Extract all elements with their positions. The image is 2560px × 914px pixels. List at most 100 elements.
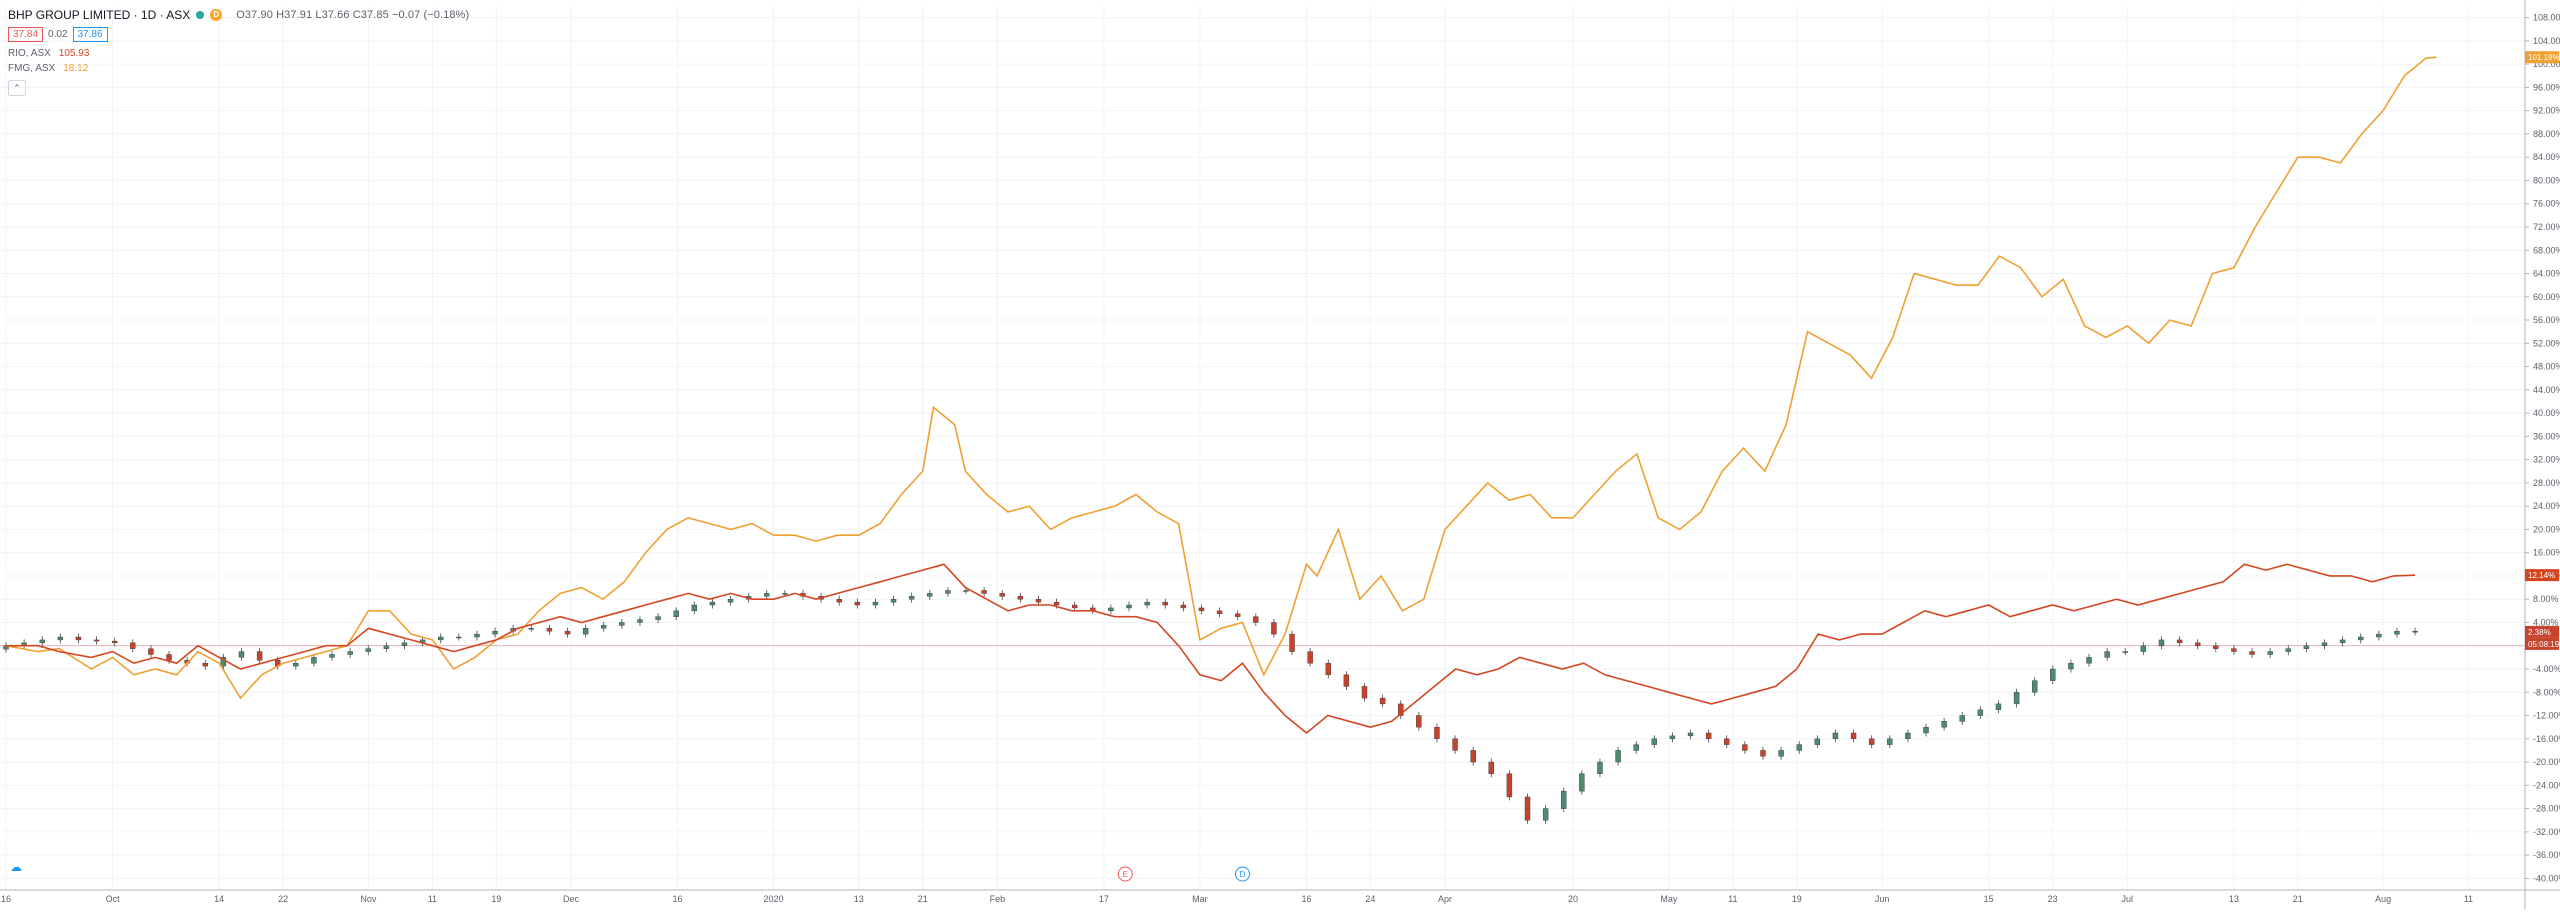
candle-body bbox=[311, 657, 317, 664]
candle-body bbox=[2412, 630, 2418, 633]
candle-body bbox=[148, 648, 154, 655]
candle-body bbox=[329, 654, 335, 658]
candle-body bbox=[564, 630, 571, 635]
legend-series-fmg[interactable]: FMG, ASX 18.12 bbox=[8, 63, 469, 74]
y-tick-label: -32.00% bbox=[2533, 827, 2560, 837]
y-tick-label: -4.00% bbox=[2533, 664, 2560, 674]
candle-body bbox=[456, 636, 462, 639]
candle-body bbox=[1633, 744, 1639, 751]
symbol-title[interactable]: BHP GROUP LIMITED · 1D · ASX bbox=[8, 8, 191, 22]
candle-body bbox=[637, 619, 643, 623]
candle-body bbox=[1053, 601, 1060, 606]
candle-body bbox=[1542, 808, 1549, 821]
y-tick-label: 80.00% bbox=[2533, 175, 2560, 185]
y-tick-label: 104.00% bbox=[2533, 36, 2560, 46]
candle-body bbox=[836, 599, 842, 603]
candle-body bbox=[727, 599, 734, 603]
candle-body bbox=[655, 616, 661, 620]
candle-body bbox=[1343, 674, 1350, 687]
candle-body bbox=[2249, 651, 2255, 655]
candle-body bbox=[1162, 601, 1168, 606]
candle-body bbox=[474, 633, 480, 638]
candle-body bbox=[981, 590, 987, 594]
candle-body bbox=[1977, 709, 1984, 716]
y-tick-label: 100.00% bbox=[2533, 59, 2560, 69]
chevron-up-icon[interactable]: ⌃ bbox=[8, 80, 26, 96]
candle-body bbox=[2104, 651, 2110, 658]
candle-body bbox=[1235, 613, 1241, 617]
tradingview-logo-icon[interactable]: ☁ bbox=[10, 860, 22, 874]
candle-body bbox=[1253, 616, 1259, 623]
ask-price[interactable]: 37.86 bbox=[72, 27, 108, 42]
candle-body bbox=[2358, 636, 2364, 641]
bid-price[interactable]: 37.84 bbox=[8, 27, 44, 42]
x-tick-label: Feb bbox=[990, 894, 1006, 904]
y-tick-label: 32.00% bbox=[2533, 455, 2560, 465]
x-tick-label: 11 bbox=[1728, 894, 1737, 904]
candle-body bbox=[1687, 732, 1694, 737]
candle-body bbox=[293, 662, 299, 667]
candle-body bbox=[1868, 738, 1875, 745]
candle-body bbox=[691, 604, 698, 612]
candle-body bbox=[1597, 761, 1603, 774]
candle-body bbox=[546, 628, 553, 632]
candle-body bbox=[1035, 599, 1042, 603]
candle-body bbox=[492, 630, 498, 635]
series-lines bbox=[5, 56, 2437, 735]
y-tick-label: 4.00% bbox=[2533, 617, 2559, 627]
y-tick-label: 40.00% bbox=[2533, 408, 2560, 418]
x-tick-label: 19 bbox=[1792, 894, 1802, 904]
candle-body bbox=[2140, 645, 2147, 652]
price-label: 2.38% bbox=[2528, 628, 2551, 637]
candle-body bbox=[1995, 703, 2002, 710]
x-tick-label: Dec bbox=[563, 894, 580, 904]
candle-body bbox=[1434, 726, 1440, 739]
candle-body bbox=[999, 593, 1005, 597]
candle-body bbox=[1488, 761, 1494, 774]
x-tick-label: Mar bbox=[1192, 894, 1208, 904]
x-tick-label: 21 bbox=[2293, 894, 2303, 904]
grid bbox=[0, 6, 2525, 890]
y-tick-label: 28.00% bbox=[2533, 478, 2560, 488]
x-tick-label: Apr bbox=[1438, 894, 1452, 904]
candle-body bbox=[2122, 651, 2128, 653]
y-tick-label: 96.00% bbox=[2533, 82, 2560, 92]
candle-body bbox=[1071, 604, 1078, 609]
y-tick-label: 72.00% bbox=[2533, 222, 2560, 232]
candle-body bbox=[2231, 648, 2237, 652]
legend-series-rio[interactable]: RIO, ASX 105.93 bbox=[8, 48, 469, 59]
candle-body bbox=[39, 639, 45, 644]
candle-body bbox=[2267, 651, 2273, 655]
candle-body bbox=[166, 654, 172, 661]
candle-body bbox=[1398, 703, 1404, 716]
candle-body bbox=[1615, 750, 1621, 763]
x-tick-label: 23 bbox=[2048, 894, 2058, 904]
y-tick-label: -20.00% bbox=[2533, 757, 2560, 767]
candle-body bbox=[111, 640, 118, 644]
y-tick-label: 36.00% bbox=[2533, 431, 2560, 441]
candle-body bbox=[1778, 750, 1784, 757]
candle-body bbox=[1271, 622, 1277, 635]
y-tick-label: 16.00% bbox=[2533, 548, 2560, 558]
x-tick-label: Aug bbox=[2375, 894, 2391, 904]
flag-icon: D bbox=[210, 9, 223, 21]
candle-body bbox=[890, 599, 897, 603]
spread-value: 0.02 bbox=[48, 29, 68, 40]
y-tick-label: -24.00% bbox=[2533, 780, 2560, 790]
candle-body bbox=[1524, 796, 1531, 821]
candle-body bbox=[2376, 633, 2382, 638]
price-label-box bbox=[2525, 637, 2559, 650]
candle-body bbox=[2195, 642, 2201, 646]
y-tick-label: 48.00% bbox=[2533, 362, 2560, 372]
candle-body bbox=[75, 636, 82, 641]
market-status-icon bbox=[196, 11, 205, 19]
legend: BHP GROUP LIMITED · 1D · ASX D O37.90 H3… bbox=[8, 8, 469, 96]
candle-body bbox=[2158, 639, 2165, 646]
candle-body bbox=[2339, 639, 2346, 644]
candle-body bbox=[1887, 738, 1893, 745]
candle-body bbox=[1814, 738, 1821, 745]
candle-body bbox=[1796, 744, 1802, 751]
